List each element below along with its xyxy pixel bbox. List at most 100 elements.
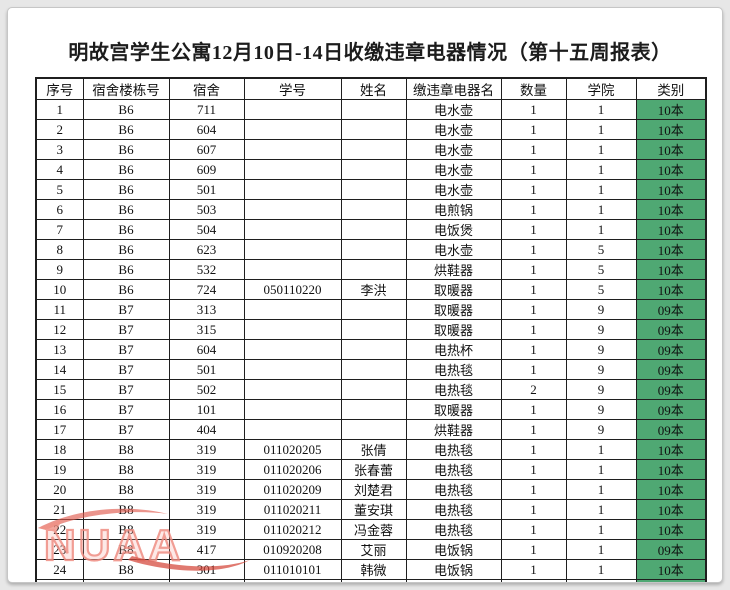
cell-quantity: 1 bbox=[500, 179, 567, 200]
cell-college: 1 bbox=[565, 499, 637, 520]
cell-index: 3 bbox=[35, 139, 84, 160]
cell-name bbox=[340, 219, 407, 240]
cell-index: 13 bbox=[35, 339, 84, 360]
cell-student-id bbox=[243, 299, 342, 320]
cell-name bbox=[340, 139, 407, 160]
cell-room: 623 bbox=[168, 239, 245, 260]
header-row: 序号 宿舍楼栋号 宿舍 学号 姓名 缴违章电器名 数量 学院 类别 bbox=[35, 77, 707, 100]
report-page: 明故宫学生公寓12月10日-14日收缴违章电器情况（第十五周报表） 序号 宿舍楼… bbox=[7, 7, 723, 583]
cell-student-id: 011010101 bbox=[243, 559, 342, 580]
cell-quantity: 1 bbox=[500, 219, 567, 240]
cell-category: 09本 bbox=[635, 319, 707, 340]
table-row: 16 B7 101 取暖器 1 9 09本 bbox=[35, 399, 707, 420]
col-header-college: 学院 bbox=[565, 77, 637, 100]
table-row: 10 B6 724 050110220 李洪 取暖器 1 5 10本 bbox=[35, 279, 707, 300]
cell-appliance: 电热杯 bbox=[405, 339, 502, 360]
cell-college: 1 bbox=[565, 539, 637, 560]
cell-building: B6 bbox=[82, 259, 170, 280]
cell-index: 1 bbox=[35, 99, 84, 120]
cell-name: 艾丽 bbox=[340, 539, 407, 560]
cell-building: B7 bbox=[82, 399, 170, 420]
cell-college: 1 bbox=[565, 439, 637, 460]
cell-building: B6 bbox=[82, 239, 170, 260]
cell-index: 5 bbox=[35, 179, 84, 200]
cell-appliance: 电水壶 bbox=[405, 119, 502, 140]
table-row: 11 B7 313 取暖器 1 9 09本 bbox=[35, 299, 707, 320]
cell-college: 9 bbox=[565, 359, 637, 380]
cell-quantity: 1 bbox=[500, 339, 567, 360]
cell-quantity: 1 bbox=[500, 399, 567, 420]
cell-name: 李洪 bbox=[340, 279, 407, 300]
cell-name bbox=[340, 199, 407, 220]
col-header-index: 序号 bbox=[35, 77, 84, 100]
cell-student-id: 050110220 bbox=[243, 279, 342, 300]
cell-quantity: 1 bbox=[500, 519, 567, 540]
table-row: 13 B7 604 电热杯 1 9 09本 bbox=[35, 339, 707, 360]
table-row: 22 B8 319 011020212 冯金蓉 电热毯 1 1 10本 bbox=[35, 519, 707, 540]
cell-building: B6 bbox=[82, 119, 170, 140]
cell-college: 1 bbox=[565, 139, 637, 160]
col-header-student-id: 学号 bbox=[243, 77, 342, 100]
cell-room: 301 bbox=[168, 559, 245, 580]
cell-index: 6 bbox=[35, 199, 84, 220]
cell-name: 韩微 bbox=[340, 559, 407, 580]
cell-appliance: 电水壶 bbox=[405, 239, 502, 260]
cell-category: 09本 bbox=[635, 539, 707, 560]
cell-building: B7 bbox=[82, 379, 170, 400]
cell-college: 1 bbox=[565, 179, 637, 200]
cell-student-id bbox=[243, 99, 342, 120]
col-header-appliance: 缴违章电器名 bbox=[405, 77, 502, 100]
cell-college: 5 bbox=[565, 259, 637, 280]
cell-student-id: 011020212 bbox=[243, 519, 342, 540]
cell-appliance: 烘鞋器 bbox=[405, 259, 502, 280]
cell-name: 张倩 bbox=[340, 439, 407, 460]
cell-quantity: 1 bbox=[500, 299, 567, 320]
cell-category: 10本 bbox=[635, 99, 707, 120]
cell-category: 10本 bbox=[635, 159, 707, 180]
cell-building: B6 bbox=[82, 279, 170, 300]
cell-college: 1 bbox=[565, 119, 637, 140]
cell-name bbox=[340, 239, 407, 260]
cell-name bbox=[340, 119, 407, 140]
table-row: 15 B7 502 电热毯 2 9 09本 bbox=[35, 379, 707, 400]
cell-name bbox=[340, 179, 407, 200]
cell-quantity: 1 bbox=[500, 159, 567, 180]
cell-college: 1 bbox=[565, 199, 637, 220]
cell-student-id bbox=[243, 119, 342, 140]
cell-college: 1 bbox=[565, 479, 637, 500]
cell-index: 20 bbox=[35, 479, 84, 500]
cell-name bbox=[340, 399, 407, 420]
cell-appliance: 电饭锅 bbox=[405, 539, 502, 560]
cell-college: 1 bbox=[565, 159, 637, 180]
cell-building: B7 bbox=[82, 319, 170, 340]
cell-building: B8 bbox=[82, 439, 170, 460]
cell-appliance: 电热毯 bbox=[405, 579, 502, 582]
cell-index: 7 bbox=[35, 219, 84, 240]
cell-index: 19 bbox=[35, 459, 84, 480]
cell-appliance: 电饭煲 bbox=[405, 219, 502, 240]
cell-index: 21 bbox=[35, 499, 84, 520]
cell-name: 刘楚君 bbox=[340, 479, 407, 500]
cell-name bbox=[340, 579, 407, 582]
cell-category: 10本 bbox=[635, 279, 707, 300]
cell-index: 16 bbox=[35, 399, 84, 420]
cell-student-id bbox=[243, 399, 342, 420]
cell-building: B9 bbox=[82, 579, 170, 582]
cell-index: 22 bbox=[35, 519, 84, 540]
cell-quantity: 1 bbox=[500, 259, 567, 280]
table-row: 9 B6 532 烘鞋器 1 5 10本 bbox=[35, 259, 707, 280]
cell-category: 10本 bbox=[635, 559, 707, 580]
violation-appliance-table: 序号 宿舍楼栋号 宿舍 学号 姓名 缴违章电器名 数量 学院 类别 1 B6 711… bbox=[35, 77, 707, 582]
col-header-quantity: 数量 bbox=[500, 77, 567, 100]
cell-index: 4 bbox=[35, 159, 84, 180]
cell-quantity: 1 bbox=[500, 119, 567, 140]
cell-appliance: 电热毯 bbox=[405, 379, 502, 400]
cell-student-id: 011020205 bbox=[243, 439, 342, 460]
cell-category: 09本 bbox=[635, 339, 707, 360]
cell-appliance: 电热毯 bbox=[405, 439, 502, 460]
table-body: 1 B6 711 电水壶 1 1 10本 2 B6 604 电水壶 1 1 10本 3 B6 607 电水壶 1 1 1… bbox=[35, 99, 707, 582]
cell-student-id bbox=[243, 419, 342, 440]
cell-college: 9 bbox=[565, 319, 637, 340]
cell-room: 604 bbox=[168, 339, 245, 360]
cell-category: 10本 bbox=[635, 179, 707, 200]
